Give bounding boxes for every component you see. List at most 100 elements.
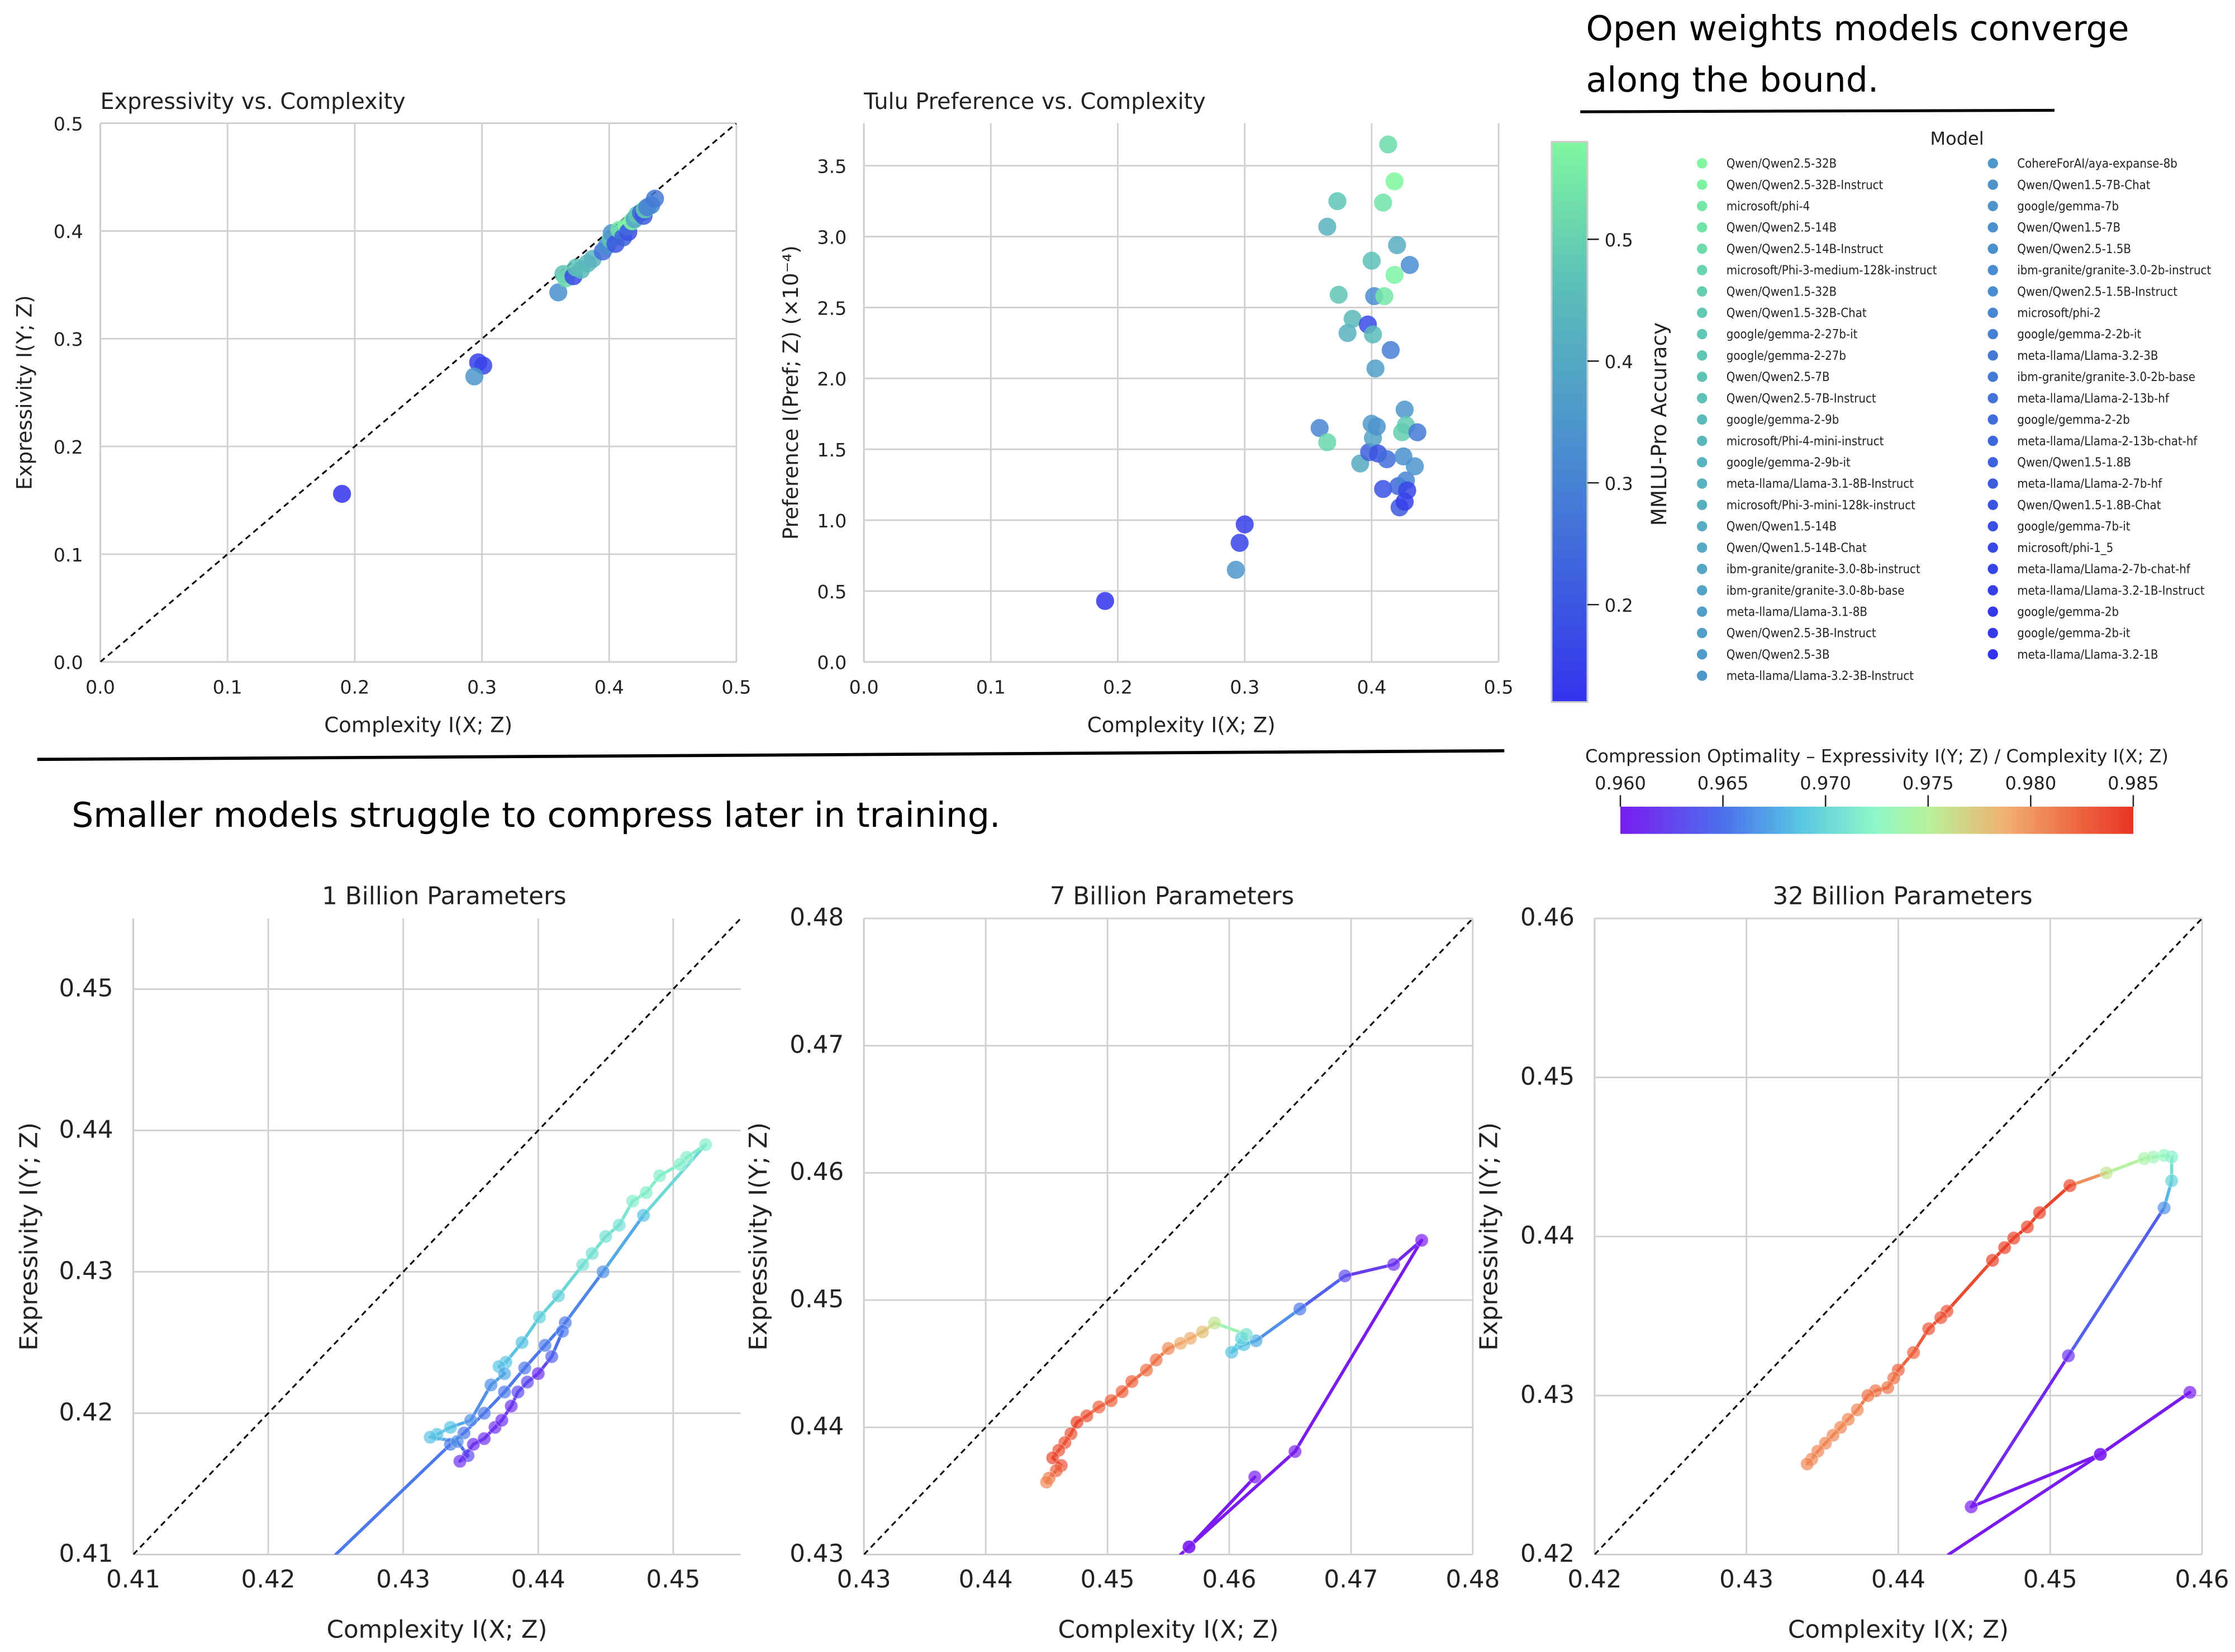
x-tick-label: 0.43 — [376, 1566, 430, 1594]
trajectory-segment — [1945, 1259, 1994, 1313]
legend-marker-icon — [1696, 478, 1708, 489]
y-tick-label: 0.45 — [59, 974, 113, 1002]
compression-colorbar: Compression Optimality – Expressivity I(… — [1585, 745, 2169, 834]
y-tick-label: 0.42 — [1520, 1540, 1575, 1568]
x-axis-label: Complexity I(X; Z) — [1087, 713, 1276, 737]
legend-title: Model — [1930, 128, 1984, 149]
legend-label: Qwen/Qwen1.5-7B — [2017, 221, 2120, 235]
y-tick-label: 0.41 — [59, 1540, 113, 1568]
legend-marker-icon — [1696, 564, 1708, 574]
scatter-point — [646, 189, 664, 208]
headline-bottom: Smaller models struggle to compress late… — [72, 795, 1000, 835]
legend-marker-icon — [1987, 649, 1998, 660]
legend-marker-icon — [1987, 606, 1998, 617]
scatter-point — [1381, 341, 1400, 359]
trajectory-segment — [2067, 1206, 2166, 1358]
y-tick-label: 0.42 — [59, 1398, 113, 1426]
trajectory-segment — [601, 1213, 645, 1274]
legend-marker-icon — [1987, 307, 1998, 318]
y-tick-label: 0.0 — [817, 652, 847, 674]
checkpoint-point — [497, 1367, 512, 1381]
legend-label: meta-llama/Llama-2-13b-chat-hf — [2017, 435, 2198, 449]
mmlu-colorbar-tick-label: 0.2 — [1605, 595, 1633, 616]
y-tick-label: 0.2 — [54, 436, 83, 458]
checkpoint-point — [551, 1288, 566, 1303]
scatter-point — [1395, 400, 1414, 419]
checkpoint-point — [520, 1375, 535, 1389]
trajectory-segment — [469, 1383, 493, 1422]
legend-marker-icon — [1987, 521, 1998, 532]
legend-label: microsoft/phi-1_5 — [2017, 541, 2113, 555]
legend-label: Qwen/Qwen2.5-7B — [1727, 370, 1830, 384]
legend-label: Qwen/Qwen2.5-3B-Instruct — [1727, 627, 1876, 641]
scatter-point — [1398, 481, 1416, 499]
legend-item: Qwen/Qwen2.5-32B — [1696, 157, 1837, 171]
legend-label: Qwen/Qwen2.5-3B — [1727, 648, 1830, 662]
mmlu-colorbar-label: MMLU-Pro Accuracy — [1647, 322, 1671, 526]
legend-marker-icon — [1696, 307, 1708, 318]
scatter-point — [1388, 236, 1406, 254]
chart-title: 7 Billion Parameters — [1050, 882, 1294, 910]
checkpoint-point — [1161, 1341, 1176, 1356]
mmlu-colorbar-tick-label: 0.4 — [1605, 351, 1633, 373]
y-tick-label: 0.45 — [1520, 1063, 1575, 1091]
legend-item: google/gemma-2-9b-it — [1696, 456, 1851, 470]
legend-item: google/gemma-2-9b — [1696, 413, 1839, 427]
legend-item: ibm-granite/granite-3.0-8b-base — [1696, 584, 1904, 598]
legend-marker-icon — [1696, 457, 1708, 468]
scatter-point — [332, 484, 351, 503]
legend-marker-icon — [1696, 606, 1708, 617]
legend-label: google/gemma-2-27b — [1727, 349, 1846, 363]
checkpoint-point — [1288, 1444, 1302, 1459]
checkpoint-point — [673, 1157, 687, 1172]
legend-label: Qwen/Qwen2.5-14B — [1727, 221, 1837, 235]
x-tick-label: 0.5 — [721, 676, 751, 698]
checkpoint-point — [450, 1434, 464, 1449]
chart-32-billion-parameters: 0.42 0.43 0.44 0.45 0.46 0.42 0.43 0.44 0.45 0.46… — [1475, 882, 2229, 1644]
legend-marker-icon — [1987, 201, 1998, 212]
checkpoint-point — [1039, 1475, 1054, 1489]
chart-title: Tulu Preference vs. Complexity — [863, 89, 1206, 115]
legend-item: Qwen/Qwen1.5-14B-Chat — [1696, 541, 1867, 555]
checkpoint-point — [612, 1218, 626, 1232]
legend-label: Qwen/Qwen2.5-32B-Instruct — [1727, 178, 1884, 192]
y-tick-label: 0.48 — [790, 904, 844, 932]
scatter-point — [1385, 265, 1404, 284]
checkpoint-point — [1070, 1415, 1085, 1430]
legend-marker-icon — [1987, 627, 1998, 639]
checkpoint-point — [1149, 1353, 1163, 1367]
y-axis-label: Expressivity I(Y; Z) — [1475, 1122, 1503, 1351]
y-tick-label: 0.46 — [790, 1158, 844, 1186]
legend-label: meta-llama/Llama-2-7b-chat-hf — [2017, 563, 2191, 577]
legend-label: Qwen/Qwen1.5-32B-Chat — [1727, 307, 1867, 321]
compression-colorbar-tick-label: 0.975 — [1903, 773, 1954, 794]
checkpoint-point — [2137, 1151, 2152, 1166]
y-tick-label: 0.45 — [790, 1286, 844, 1313]
y-tick-label: 0.3 — [54, 329, 83, 350]
trajectory-segment — [1254, 1307, 1302, 1342]
y-tick-label: 0.44 — [790, 1413, 844, 1441]
compression-colorbar-tick-label: 0.970 — [1800, 773, 1851, 794]
legend-label: meta-llama/Llama-2-7b-hf — [2017, 477, 2162, 491]
legend-marker-icon — [1987, 243, 1998, 254]
plot-area — [1594, 918, 2203, 1555]
checkpoint-point — [443, 1420, 458, 1435]
legend-marker-icon — [1987, 372, 1998, 382]
checkpoint-point — [596, 1264, 610, 1279]
legend-marker-icon — [1696, 265, 1708, 275]
y-tick-label: 3.5 — [817, 156, 847, 178]
y-axis-label: Expressivity I(Y; Z) — [12, 295, 36, 490]
checkpoint-point — [2093, 1447, 2108, 1461]
checkpoint-point — [1248, 1470, 1262, 1484]
legend-marker-icon — [1987, 329, 1998, 340]
legend-marker-icon — [1987, 435, 1998, 446]
trajectory-segment — [1970, 1453, 2102, 1509]
compression-colorbar-label: Compression Optimality – Expressivity I(… — [1585, 745, 2169, 767]
legend-marker-icon — [1696, 627, 1708, 639]
legend-marker-icon — [1987, 585, 1998, 596]
mmlu-colorbar-tick-label: 0.5 — [1605, 230, 1633, 251]
checkpoint-point — [636, 1208, 651, 1222]
scatter-point — [1226, 560, 1245, 579]
chart-1-billion-parameters: 0.41 0.42 0.43 0.44 0.45 0.41 0.42 0.43 0.44 0.45… — [16, 882, 741, 1644]
scatter-point — [465, 367, 484, 385]
